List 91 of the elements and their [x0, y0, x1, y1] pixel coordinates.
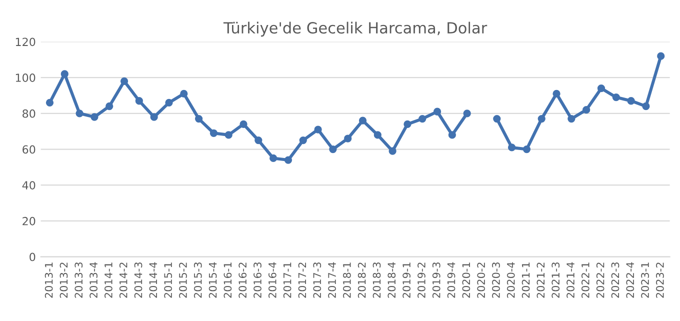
- x-tick-label: 2017-2: [298, 262, 306, 298]
- point: [388, 147, 396, 155]
- point: [582, 106, 590, 114]
- point: [344, 134, 352, 142]
- point: [642, 102, 650, 110]
- point: [210, 129, 218, 137]
- x-tick-label: 2018-3: [372, 262, 381, 298]
- x-tick-label: 2020-4: [506, 262, 515, 298]
- y-tick-label: 80: [22, 109, 36, 118]
- x-tick-label: 2018-1: [342, 262, 351, 298]
- x-tick-label: 2018-4: [388, 262, 396, 298]
- point: [508, 144, 516, 152]
- x-tick-label: 2017-4: [328, 262, 336, 298]
- point: [270, 154, 278, 162]
- point: [90, 113, 98, 121]
- point: [448, 131, 456, 139]
- x-tick-label: 2014-4: [149, 262, 158, 298]
- point: [254, 136, 262, 144]
- y-tick-label: 100: [16, 74, 36, 82]
- x-tick-label: 2014-1: [104, 262, 112, 298]
- x-tick-label: 2022-4: [626, 262, 634, 298]
- x-tick-label: 2021-1: [522, 262, 530, 298]
- point: [284, 156, 292, 164]
- x-tick-label: 2015-4: [208, 262, 217, 298]
- x-tick-label: 2021-3: [552, 262, 560, 298]
- point: [552, 90, 560, 98]
- point: [493, 114, 501, 123]
- chart-title: Türkiye'de Gecelik Harcama, Dolar: [223, 22, 488, 37]
- x-tick-label: 2023-2: [656, 262, 664, 298]
- x-tick-label: 2013-4: [90, 262, 98, 298]
- x-tick-label: 2016-2: [238, 262, 247, 298]
- point: [46, 98, 54, 106]
- point: [374, 131, 382, 139]
- point: [180, 90, 188, 98]
- point: [522, 145, 531, 154]
- point: [568, 114, 576, 123]
- x-tick-label: 2021-2: [536, 262, 545, 298]
- point: [194, 114, 203, 123]
- x-tick-label: 2023-1: [641, 262, 649, 298]
- point: [120, 77, 128, 85]
- x-tick-label: 2013-3: [74, 262, 83, 298]
- point: [597, 84, 606, 92]
- point: [135, 97, 143, 105]
- x-tick-label: 2019-1: [402, 262, 410, 298]
- point: [627, 97, 635, 105]
- x-tick-label: 2016-3: [254, 262, 262, 298]
- point: [612, 93, 620, 102]
- point: [657, 52, 665, 60]
- x-tick-label: 2016-1: [224, 262, 232, 298]
- point: [314, 126, 322, 134]
- x-tick-label: 2022-1: [581, 262, 590, 298]
- x-tick-label: 2014-3: [134, 262, 142, 298]
- x-tick-label: 2022-3: [611, 262, 620, 298]
- x-tick-label: 2019-4: [447, 262, 456, 298]
- x-tick-label: 2013-2: [60, 262, 68, 298]
- x-tick-label: 2020-2: [477, 262, 486, 298]
- x-tick-label: 2016-4: [268, 262, 276, 298]
- point: [463, 110, 471, 118]
- x-tick-label: 2015-2: [179, 262, 187, 298]
- x-tick-label: 2020-1: [462, 262, 470, 298]
- point: [538, 114, 546, 123]
- y-tick-label: 20: [22, 216, 36, 226]
- point: [358, 116, 367, 124]
- point: [404, 120, 412, 128]
- point: [165, 98, 173, 106]
- x-tick-label: 2017-3: [313, 262, 322, 298]
- point: [433, 108, 442, 116]
- point: [240, 120, 248, 128]
- x-tick-label: 2013-1: [44, 262, 53, 298]
- x-tick-label: 2014-2: [119, 262, 128, 298]
- x-tick-label: 2022-2: [596, 262, 604, 298]
- x-tick-label: 2019-2: [418, 262, 426, 298]
- point: [106, 102, 114, 110]
- point: [150, 113, 158, 121]
- point: [299, 136, 307, 144]
- x-tick-label: 2019-3: [432, 262, 440, 298]
- x-tick-label: 2017-1: [283, 262, 292, 298]
- y-tick-label: 0: [30, 252, 36, 262]
- x-tick-label: 2018-2: [358, 262, 366, 298]
- y-tick-label: 40: [22, 181, 36, 190]
- x-tick-label: 2015-3: [194, 262, 202, 298]
- x-tick-label: 2021-4: [566, 262, 574, 298]
- y-tick-label: 60: [22, 145, 36, 154]
- point: [60, 70, 68, 78]
- point: [224, 131, 232, 139]
- point: [329, 145, 337, 154]
- point: [76, 110, 84, 118]
- x-tick-label: 2020-3: [492, 262, 500, 298]
- point: [418, 114, 426, 123]
- x-tick-label: 2015-1: [164, 262, 172, 298]
- y-tick-label: 120: [16, 38, 36, 46]
